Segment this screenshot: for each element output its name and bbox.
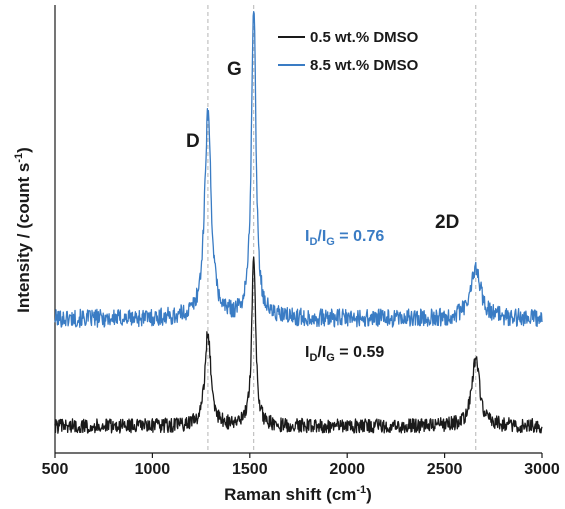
x-tick-label: 1000 (135, 461, 171, 478)
peak-label-2d: 2D (435, 212, 459, 233)
series-group (54, 10, 543, 434)
y-axis-title: Intensity / (count s-1) (13, 147, 33, 313)
series-line-1 (54, 256, 543, 434)
x-tick-label: 3000 (524, 461, 560, 478)
series-line-0 (54, 10, 543, 328)
peak-label-d: D (186, 131, 200, 152)
ratio-label-0-5: ID/IG = 0.59 (305, 344, 384, 364)
x-tick-label: 2000 (329, 461, 365, 478)
x-axis-title: Raman shift (cm-1) (224, 484, 372, 504)
x-tick-label: 500 (42, 461, 69, 478)
x-tick-label: 1500 (232, 461, 268, 478)
legend-label-8-5: 8.5 wt.% DMSO (310, 57, 419, 74)
legend-label-0-5: 0.5 wt.% DMSO (310, 29, 419, 46)
legend: 0.5 wt.% DMSO 8.5 wt.% DMSO (278, 29, 419, 74)
x-ticks: 500 1000 1500 2000 2500 3000 (42, 453, 560, 478)
x-tick-label: 2500 (427, 461, 463, 478)
ratio-label-8-5: ID/IG = 0.76 (305, 228, 384, 248)
reference-lines (207, 5, 477, 453)
peak-label-g: G (227, 59, 242, 80)
